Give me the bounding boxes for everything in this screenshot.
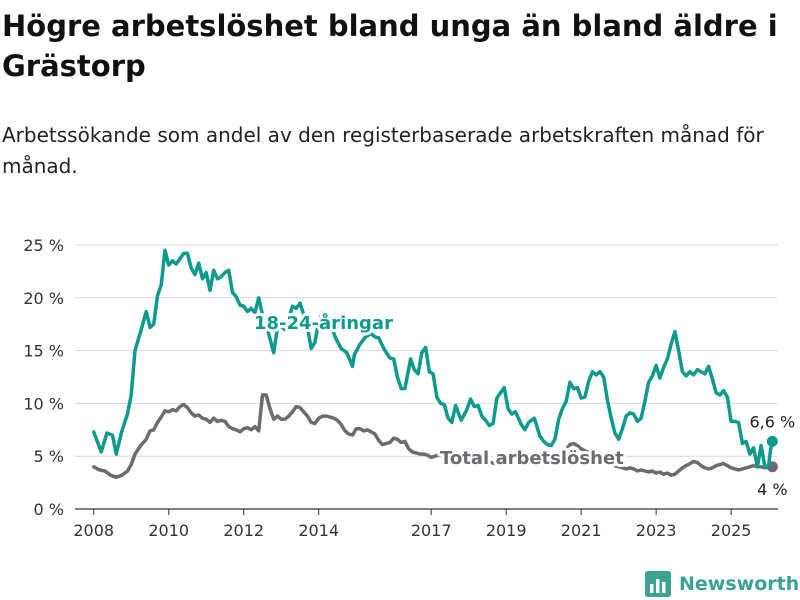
y-tick-label: 20 % (23, 289, 64, 308)
x-tick-label: 2017 (411, 521, 452, 540)
total-series-line (91, 393, 775, 480)
x-tick-label: 2021 (561, 521, 602, 540)
total-end-value-label: 4 % (757, 480, 787, 499)
y-tick-label: 25 % (23, 236, 64, 255)
chart-labels: 18-24-åringar Total arbetslöshet 6,6 % 4 % (251, 309, 796, 499)
x-tick-label: 2010 (148, 521, 189, 540)
brand-name: Newsworthy (679, 573, 800, 595)
y-tick-label: 15 % (23, 342, 64, 361)
x-tick-label: 2012 (223, 521, 264, 540)
bar-chart-logo-icon (645, 571, 671, 597)
youth-series-label: 18-24-åringar (254, 312, 393, 334)
youth-end-point (766, 435, 778, 447)
youth-end-value-label: 6,6 % (750, 412, 796, 431)
youth-series-line (91, 248, 775, 469)
y-tick-label: 0 % (34, 500, 64, 519)
x-tick-label: 2019 (486, 521, 527, 540)
series-lines (91, 248, 778, 480)
x-tick-label: 2014 (298, 521, 339, 540)
x-tick-label: 2023 (636, 521, 677, 540)
y-tick-label: 10 % (23, 394, 64, 413)
line-chart: 0 % 5 % 10 % 15 % 20 % 25 % 2008 2010 2012 2014 20… (23, 236, 796, 540)
y-tick-label: 5 % (34, 447, 64, 466)
chart-title: Högre arbetslöshet bland unga än bland ä… (2, 9, 778, 83)
total-series-label: Total arbetslöshet (440, 448, 624, 469)
x-tick-label: 2008 (73, 521, 114, 540)
brand: Newsworthy (645, 570, 800, 598)
x-tick-label: 2025 (711, 521, 752, 540)
axes: 0 % 5 % 10 % 15 % 20 % 25 % 2008 2010 2012 2014 20… (23, 236, 778, 540)
chart-subtitle: Arbetssökande som andel av den registerb… (2, 123, 764, 178)
